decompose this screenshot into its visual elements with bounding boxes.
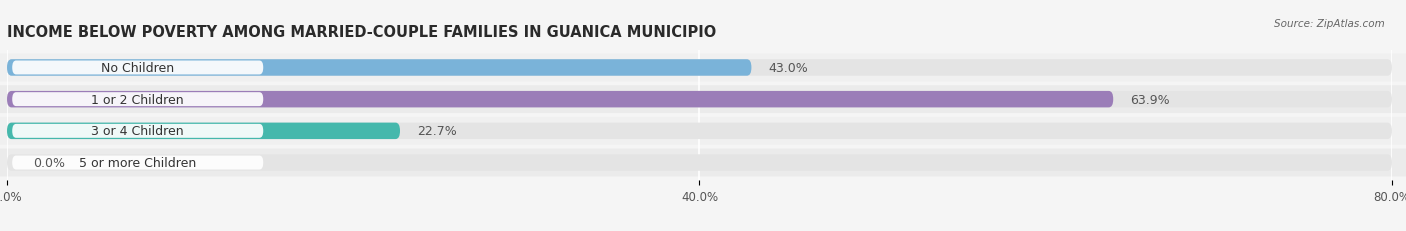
FancyBboxPatch shape bbox=[0, 117, 1406, 145]
Text: 43.0%: 43.0% bbox=[769, 62, 808, 75]
Text: 5 or more Children: 5 or more Children bbox=[79, 156, 197, 169]
FancyBboxPatch shape bbox=[7, 123, 399, 140]
FancyBboxPatch shape bbox=[0, 86, 1406, 114]
FancyBboxPatch shape bbox=[0, 54, 1406, 82]
Text: No Children: No Children bbox=[101, 62, 174, 75]
FancyBboxPatch shape bbox=[13, 124, 263, 138]
FancyBboxPatch shape bbox=[7, 91, 1114, 108]
FancyBboxPatch shape bbox=[7, 60, 751, 76]
Text: 63.9%: 63.9% bbox=[1130, 93, 1170, 106]
FancyBboxPatch shape bbox=[13, 93, 263, 107]
FancyBboxPatch shape bbox=[13, 61, 263, 75]
Text: 3 or 4 Children: 3 or 4 Children bbox=[91, 125, 184, 138]
Text: 1 or 2 Children: 1 or 2 Children bbox=[91, 93, 184, 106]
Text: 22.7%: 22.7% bbox=[418, 125, 457, 138]
FancyBboxPatch shape bbox=[7, 91, 1392, 108]
FancyBboxPatch shape bbox=[7, 155, 1392, 171]
FancyBboxPatch shape bbox=[0, 149, 1406, 177]
FancyBboxPatch shape bbox=[7, 60, 1392, 76]
FancyBboxPatch shape bbox=[7, 123, 1392, 140]
FancyBboxPatch shape bbox=[13, 156, 263, 170]
Text: 0.0%: 0.0% bbox=[32, 156, 65, 169]
Text: INCOME BELOW POVERTY AMONG MARRIED-COUPLE FAMILIES IN GUANICA MUNICIPIO: INCOME BELOW POVERTY AMONG MARRIED-COUPL… bbox=[7, 25, 716, 40]
Text: Source: ZipAtlas.com: Source: ZipAtlas.com bbox=[1274, 18, 1385, 28]
